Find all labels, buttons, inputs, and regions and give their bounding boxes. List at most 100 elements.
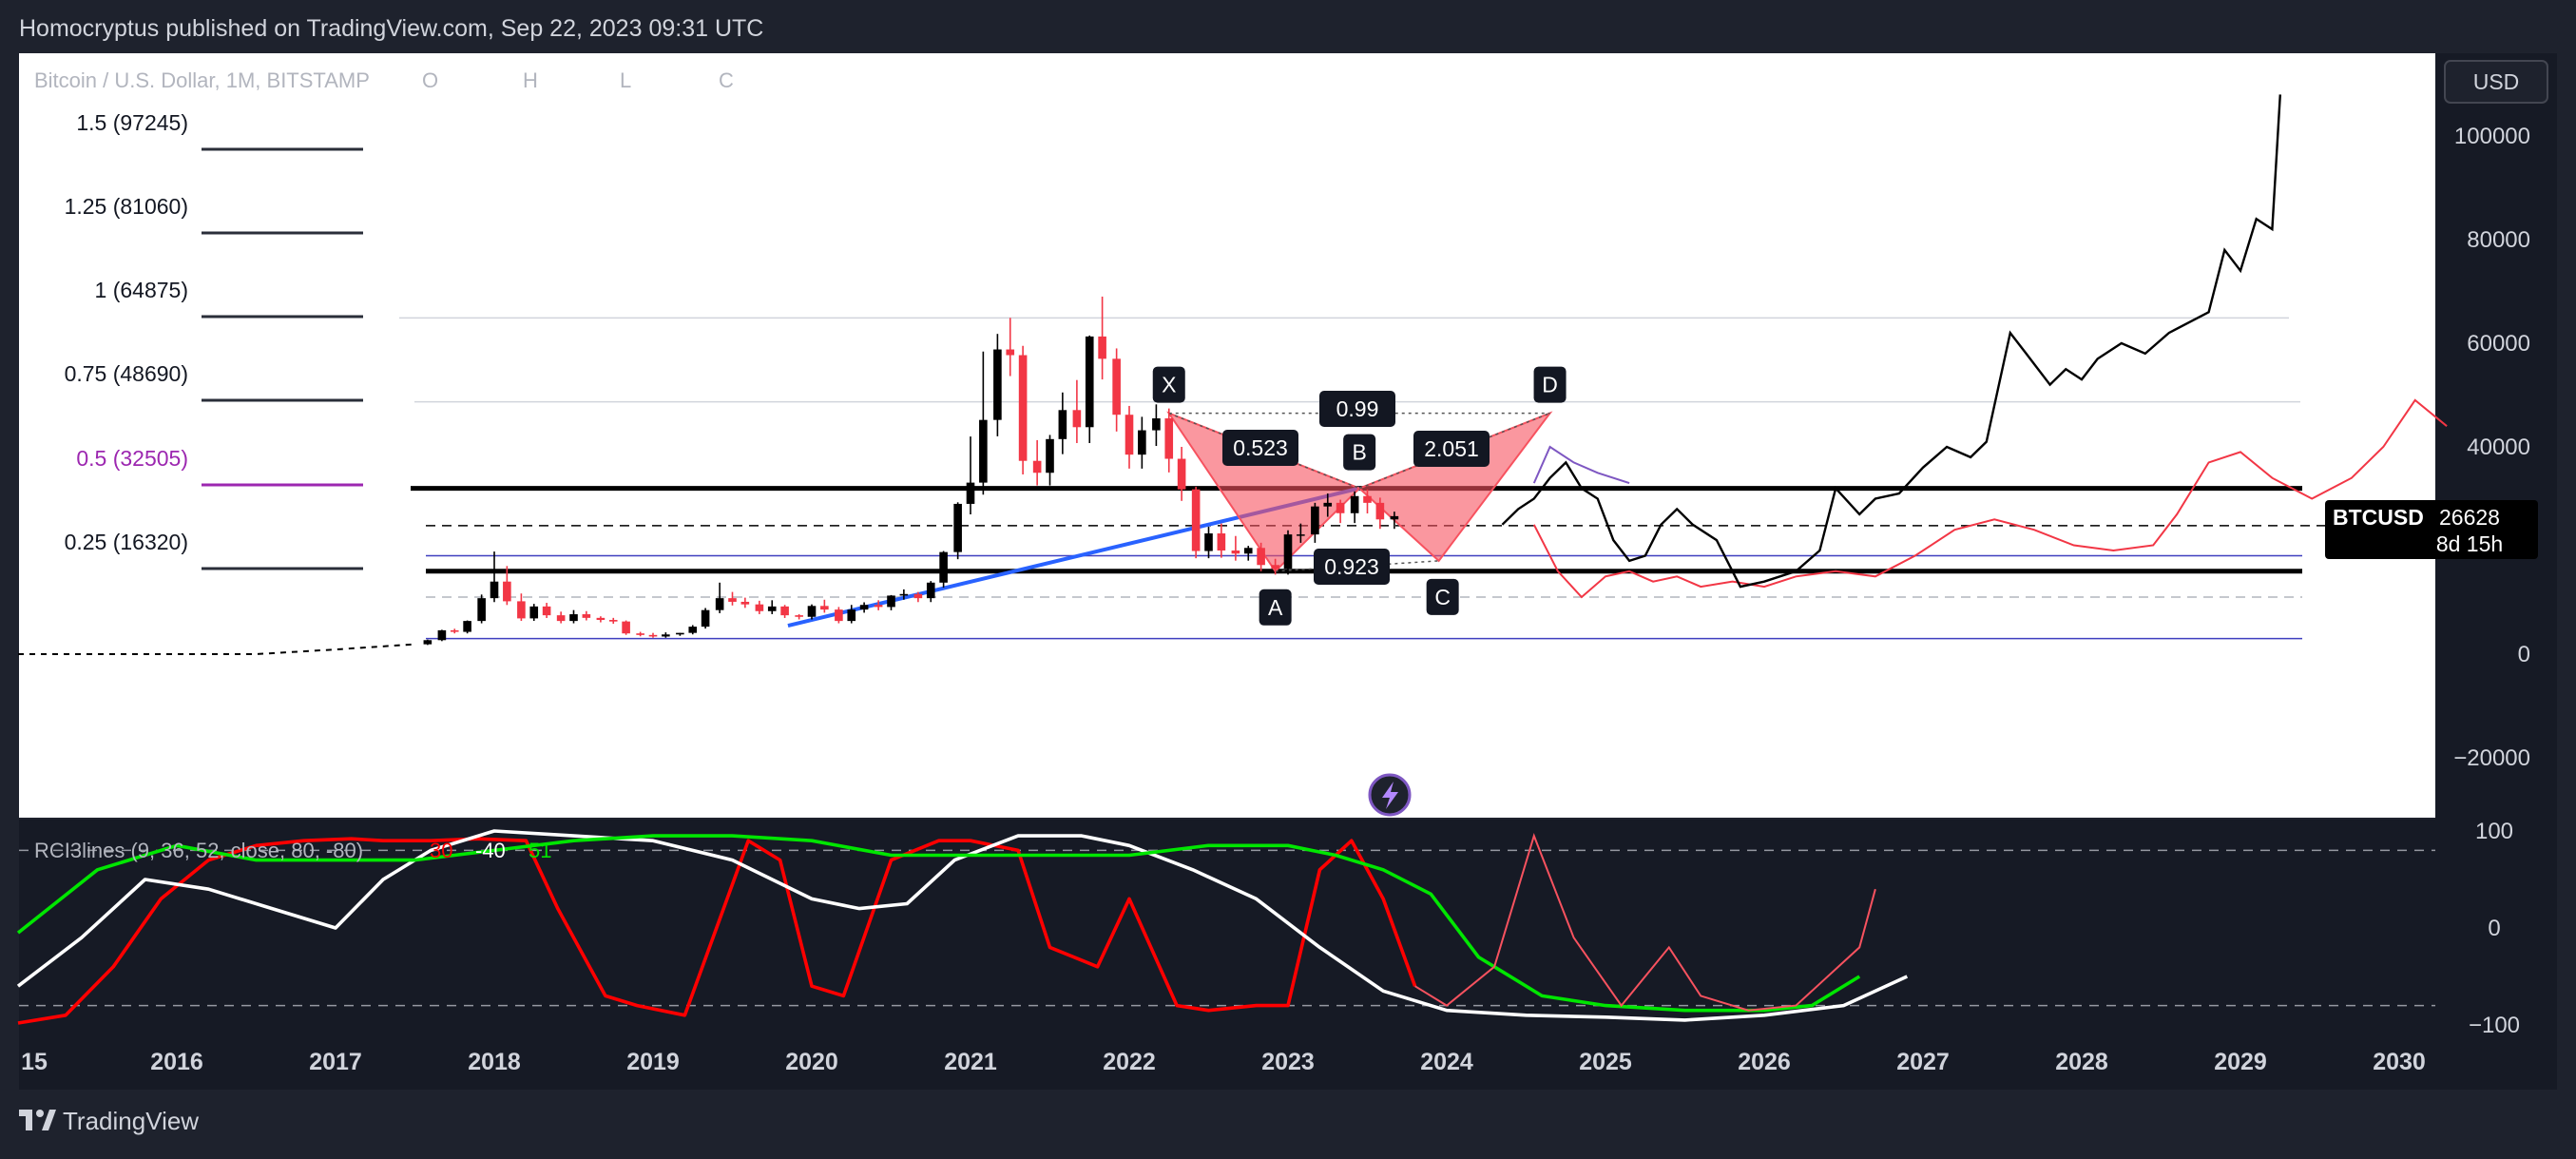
- price-axis: 100000 80000 60000 40000 0 −20000: [2453, 124, 2530, 771]
- candle-body: [556, 615, 566, 622]
- time-tick: 15: [21, 1049, 48, 1075]
- candle-body: [939, 551, 948, 583]
- last-price-countdown: 8d 15h: [2436, 531, 2503, 556]
- time-axis: 15 2016 2017 2018 2019 2020 2021 2022 2023 2024 20…: [21, 1049, 2426, 1075]
- oscillator-projection: [1414, 833, 1876, 1012]
- candle-body: [676, 632, 684, 635]
- price-tick: 80000: [2467, 227, 2530, 253]
- harmonic-labels: X A B C D 0.99 0.523 2.051 0.923: [1152, 366, 1567, 626]
- candle-body: [1375, 502, 1385, 520]
- candle-body: [688, 627, 698, 633]
- pattern-point-d-bg: [1533, 366, 1567, 403]
- candle-body: [582, 614, 591, 618]
- oscillator-tick: −100: [2469, 1013, 2520, 1038]
- price-axis-bar: [2435, 53, 2557, 1090]
- candle-body: [1164, 418, 1174, 459]
- candle-body: [1085, 336, 1094, 428]
- ohlc-low: L: [620, 68, 631, 92]
- oscillator-series-2: [16, 834, 1861, 1013]
- pattern-ratio-bg: [1413, 431, 1490, 467]
- time-tick: 2023: [1261, 1049, 1315, 1075]
- time-tick: 2022: [1103, 1049, 1156, 1075]
- currency-button[interactable]: [2444, 60, 2548, 104]
- candle-body: [1032, 460, 1042, 473]
- candle-body: [450, 629, 459, 632]
- candle-body: [1350, 495, 1359, 513]
- fib-levels: 1.5 (97245) 1.25 (81060) 1 (64875) 0.75 (48…: [65, 110, 363, 570]
- oscillator-series-0: [17, 837, 1417, 1025]
- pattern-point-x: X: [1162, 373, 1176, 397]
- time-tick: 2020: [785, 1049, 838, 1075]
- candle-body: [569, 614, 578, 622]
- oscillator-tick: 0: [2488, 916, 2500, 941]
- candle-body: [437, 629, 447, 641]
- projection-purple: [1532, 445, 1630, 485]
- projections: [1501, 94, 2448, 599]
- pattern-ratio-bg: [1314, 549, 1390, 585]
- candle-body: [596, 617, 606, 621]
- time-tick: 2018: [468, 1049, 521, 1075]
- time-tick: 2021: [944, 1049, 997, 1075]
- candle-body: [423, 640, 433, 645]
- time-tick: 2025: [1579, 1049, 1632, 1075]
- oscillator-value-short: 30: [430, 839, 452, 862]
- candle-body: [1138, 430, 1146, 455]
- price-tick: 60000: [2467, 331, 2530, 357]
- candle-body: [1243, 548, 1253, 554]
- price-tick: −20000: [2453, 745, 2530, 771]
- oscillator-label: RCI3lines (9, 36, 52, close, 80, -80): [34, 839, 363, 862]
- pattern-ratio: 0.99: [1336, 396, 1379, 421]
- fib-label: 0.5 (32505): [76, 446, 188, 471]
- oscillator-value-long: -40: [475, 839, 506, 862]
- publisher-line: Homocryptus published on TradingView.com…: [19, 15, 763, 42]
- last-price-label: [2325, 500, 2538, 559]
- projection-red: [1532, 398, 2448, 599]
- pattern-point-b-bg: [1343, 434, 1376, 471]
- history-line: [18, 643, 415, 655]
- last-price-value: 26628: [2439, 505, 2500, 530]
- candle-body: [517, 601, 526, 619]
- candle-body: [1072, 410, 1082, 428]
- oscillator: 100 0 −100: [16, 819, 2520, 1038]
- pattern-point-x-bg: [1152, 366, 1185, 403]
- fib-label: 0.75 (48690): [65, 361, 188, 386]
- pattern-point-c-bg: [1426, 578, 1459, 615]
- pattern-ratio: 0.923: [1324, 554, 1379, 579]
- oscillator-tick: 100: [2475, 819, 2513, 844]
- candle-body: [859, 605, 869, 610]
- candle-body: [503, 581, 511, 602]
- candle-body: [608, 620, 618, 622]
- candle-body: [701, 609, 710, 628]
- candle-body: [1231, 551, 1240, 554]
- last-price-symbol: BTCUSD: [2333, 505, 2424, 530]
- candle-body: [1018, 355, 1028, 461]
- candle-body: [1217, 533, 1226, 551]
- candle-body: [1006, 349, 1015, 356]
- candles: [18, 296, 1399, 655]
- candle-body: [1152, 418, 1161, 431]
- pattern-point-c: C: [1434, 585, 1451, 609]
- footer-brand: TradingView: [63, 1107, 199, 1135]
- pattern-point-a-bg: [1259, 589, 1292, 626]
- oscillator-pane: [19, 820, 2435, 1048]
- candle-body: [953, 503, 962, 552]
- candle-body: [728, 598, 737, 602]
- candle-body: [913, 593, 923, 599]
- pattern-point-b: B: [1352, 440, 1366, 465]
- candle-body: [1046, 438, 1054, 473]
- candle-body: [542, 606, 551, 616]
- time-tick: 2016: [150, 1049, 203, 1075]
- currency-button-label: USD: [2473, 69, 2520, 94]
- ohlc-open: O: [422, 68, 438, 92]
- candle-body: [780, 606, 789, 616]
- candle-body: [1191, 489, 1201, 551]
- candle-body: [1058, 410, 1067, 439]
- candle-body: [887, 595, 895, 608]
- time-axis-bar: [19, 1048, 2435, 1090]
- ohlc-close: C: [719, 68, 734, 92]
- candle-body: [463, 621, 471, 632]
- candle-body: [662, 634, 670, 637]
- candle-body: [1204, 533, 1213, 551]
- candle-body: [795, 615, 803, 617]
